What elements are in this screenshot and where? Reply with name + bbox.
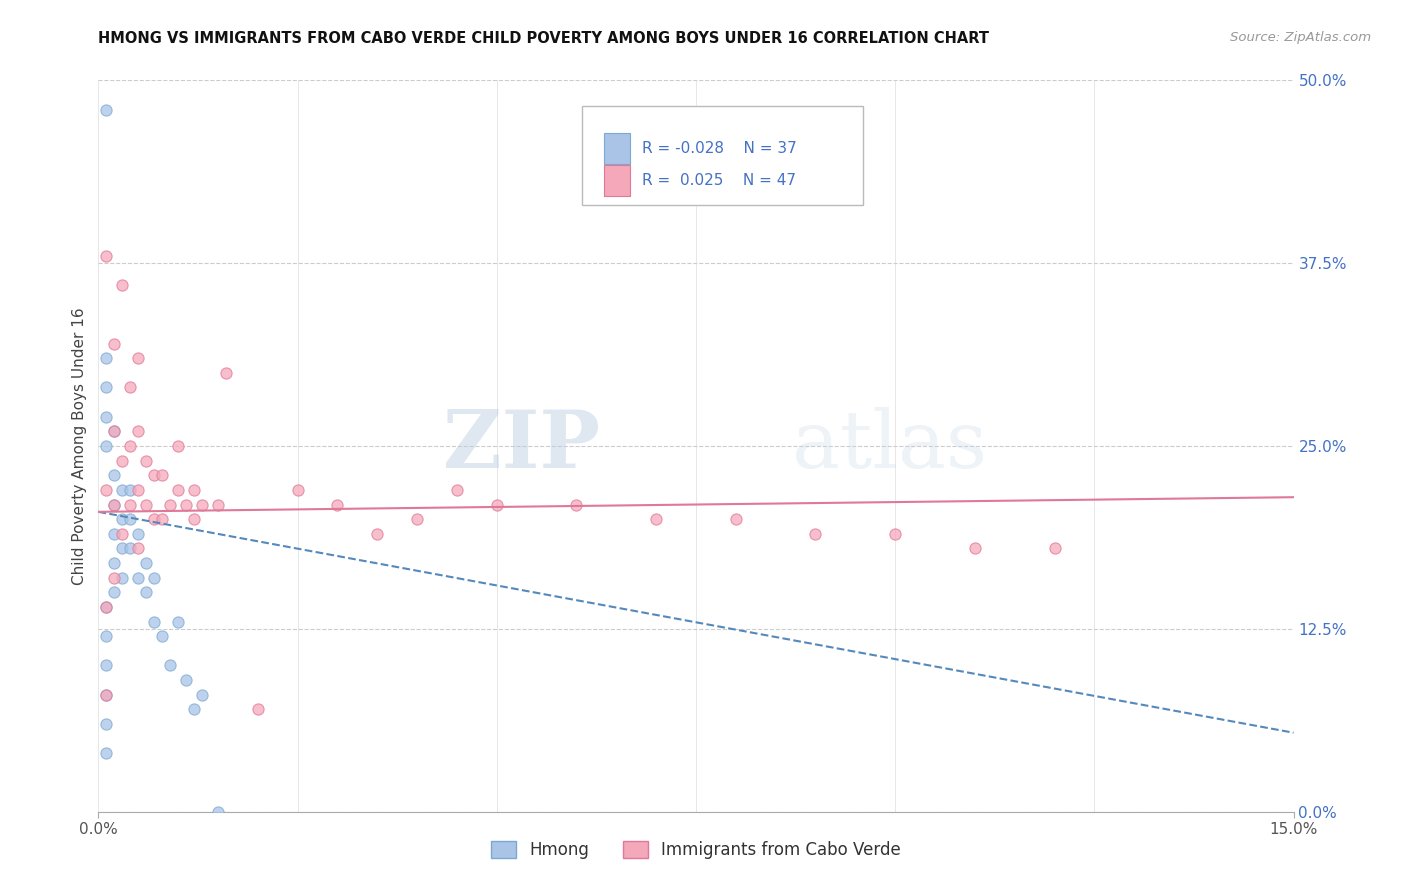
Point (207, 498, 229, 512)
Point (804, 526, 827, 541)
Point (96, 599, 118, 614)
Point (167, 483, 190, 497)
Point (96, 483, 118, 497)
Point (96, 688, 118, 702)
Text: R =  0.025    N = 47: R = 0.025 N = 47 (643, 173, 796, 188)
Point (127, 571, 149, 585)
Text: ZIP: ZIP (443, 407, 600, 485)
Point (103, 498, 125, 512)
Point (111, 541, 134, 556)
Point (96, 249, 118, 263)
Point (174, 673, 197, 687)
Point (150, 512, 173, 526)
Point (111, 526, 134, 541)
Point (143, 512, 166, 526)
Y-axis label: Child Poverty Among Boys Under 16: Child Poverty Among Boys Under 16 (72, 307, 87, 585)
Point (127, 351, 149, 366)
Text: atlas: atlas (792, 407, 987, 485)
Point (724, 512, 747, 526)
Point (135, 556, 157, 570)
Point (103, 425, 125, 439)
Point (96, 717, 118, 731)
Point (103, 585, 125, 599)
Point (884, 526, 907, 541)
Point (135, 453, 157, 467)
Point (565, 498, 588, 512)
Point (103, 425, 125, 439)
Point (143, 468, 166, 483)
Point (103, 498, 125, 512)
Point (645, 512, 668, 526)
Point (103, 571, 125, 585)
Point (167, 439, 190, 453)
Point (96, 746, 118, 760)
Point (485, 498, 508, 512)
Point (96, 658, 118, 673)
Point (96, 599, 118, 614)
Point (127, 526, 149, 541)
Point (366, 526, 388, 541)
Text: R = -0.028    N = 37: R = -0.028 N = 37 (643, 141, 797, 156)
Point (143, 571, 166, 585)
Point (111, 512, 134, 526)
Point (127, 425, 149, 439)
Point (127, 541, 149, 556)
Point (103, 526, 125, 541)
Point (111, 483, 134, 497)
FancyBboxPatch shape (582, 106, 863, 204)
Point (167, 615, 190, 629)
Point (96, 380, 118, 394)
Point (120, 498, 142, 512)
Point (96, 351, 118, 366)
FancyBboxPatch shape (605, 165, 630, 196)
Point (120, 541, 142, 556)
Point (446, 483, 468, 497)
Point (174, 498, 197, 512)
Point (96, 409, 118, 424)
Point (159, 658, 181, 673)
Point (120, 439, 142, 453)
Point (215, 366, 238, 380)
Point (96, 688, 118, 702)
Point (111, 453, 134, 467)
Point (183, 702, 205, 716)
Point (159, 498, 181, 512)
Point (183, 512, 205, 526)
Text: HMONG VS IMMIGRANTS FROM CABO VERDE CHILD POVERTY AMONG BOYS UNDER 16 CORRELATIO: HMONG VS IMMIGRANTS FROM CABO VERDE CHIL… (98, 31, 990, 46)
Point (111, 278, 134, 293)
Point (143, 615, 166, 629)
Point (191, 498, 214, 512)
Point (135, 498, 157, 512)
Point (207, 805, 229, 819)
Point (96, 103, 118, 117)
Point (120, 483, 142, 497)
Point (191, 688, 214, 702)
Point (326, 498, 349, 512)
Point (150, 629, 173, 643)
Point (287, 483, 309, 497)
Text: Source: ZipAtlas.com: Source: ZipAtlas.com (1230, 31, 1371, 45)
Point (150, 468, 173, 483)
Point (135, 585, 157, 599)
Point (127, 483, 149, 497)
Point (120, 512, 142, 526)
Point (103, 468, 125, 483)
Point (1043, 541, 1066, 556)
Point (111, 571, 134, 585)
Point (96, 439, 118, 453)
FancyBboxPatch shape (605, 133, 630, 164)
Point (103, 336, 125, 351)
Legend: Hmong, Immigrants from Cabo Verde: Hmong, Immigrants from Cabo Verde (485, 834, 907, 865)
Point (103, 556, 125, 570)
Point (406, 512, 429, 526)
Point (963, 541, 986, 556)
Point (183, 483, 205, 497)
Point (246, 702, 269, 716)
Point (96, 629, 118, 643)
Point (120, 380, 142, 394)
